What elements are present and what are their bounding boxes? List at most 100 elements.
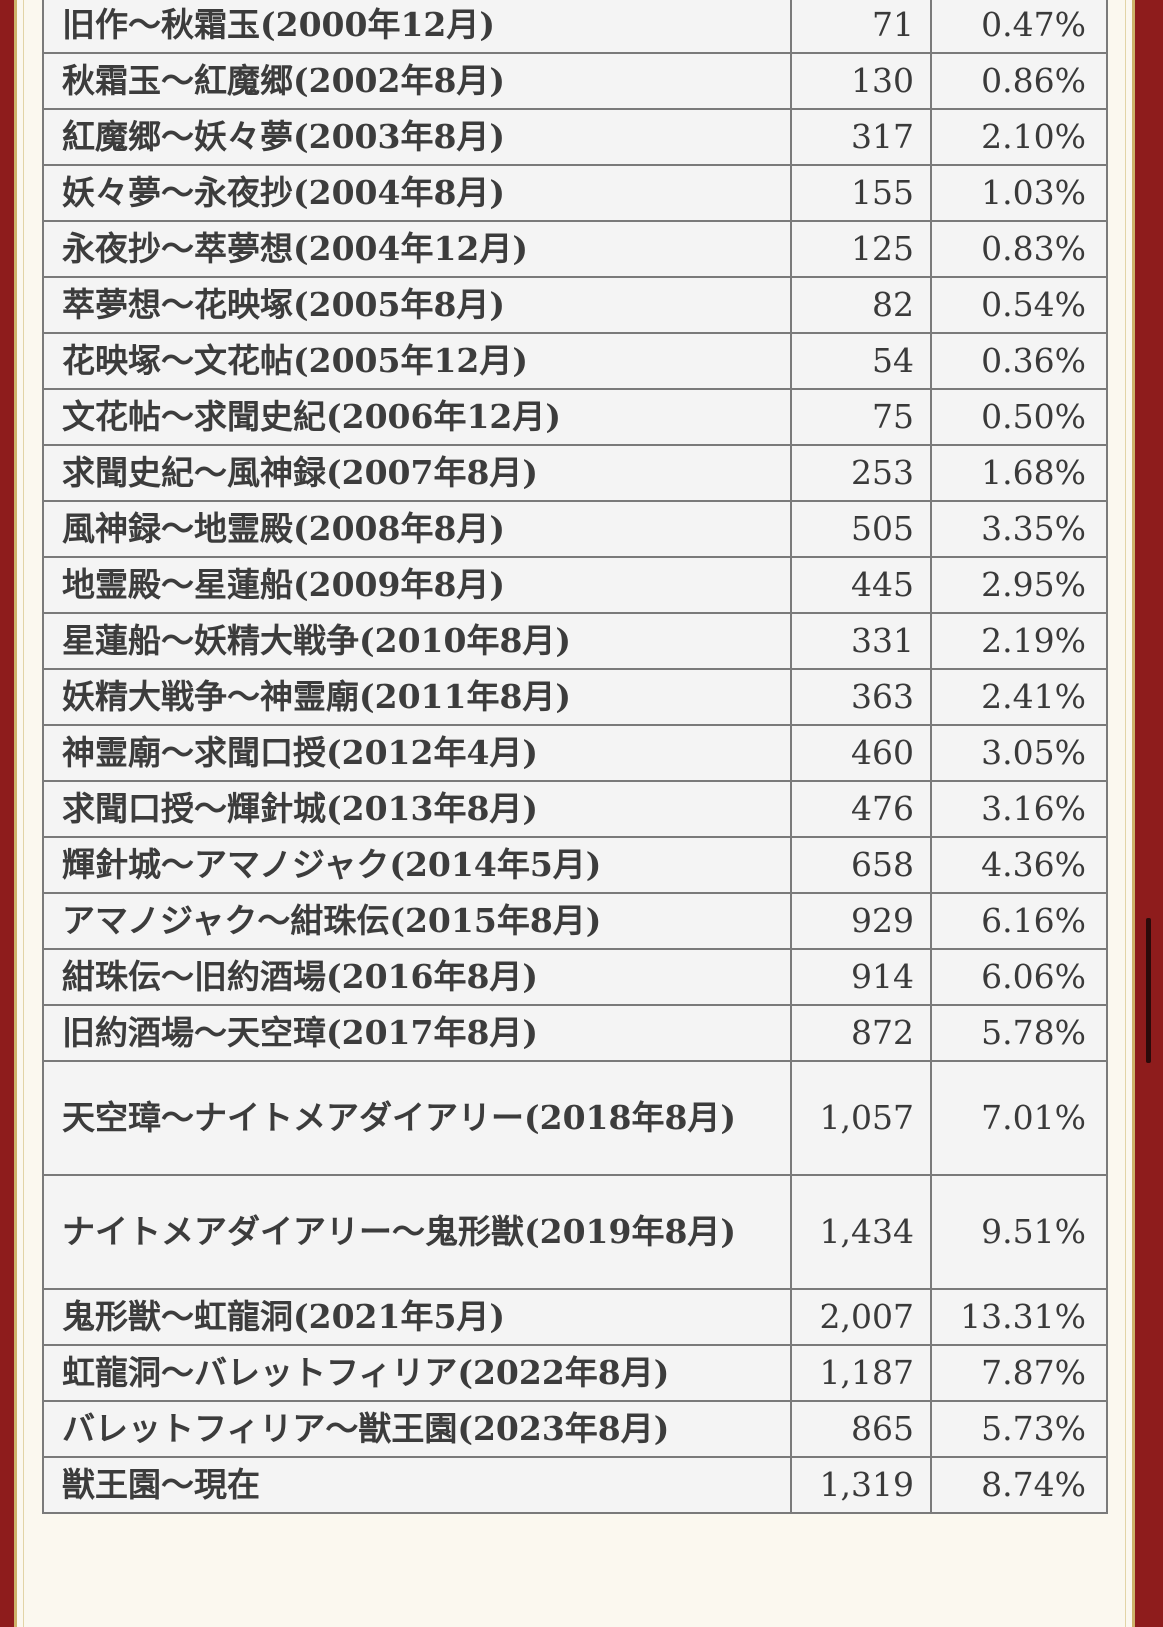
share-cell: 0.83% [930,220,1108,278]
count-cell: 658 [790,836,932,894]
table-row: アマノジャク〜紺珠伝(2015年8月) 929 6.16% [42,892,1108,950]
count-cell: 914 [790,948,932,1006]
count-cell: 331 [790,612,932,670]
period-cell: 旧約酒場〜天空璋(2017年8月) [42,1004,792,1062]
share-cell: 4.36% [930,836,1108,894]
table-row: 妖々夢〜永夜抄(2004年8月) 155 1.03% [42,164,1108,222]
table-row: 神霊廟〜求聞口授(2012年4月) 460 3.05% [42,724,1108,782]
count-cell: 1,057 [790,1060,932,1176]
count-cell: 125 [790,220,932,278]
period-cell: 地霊殿〜星蓮船(2009年8月) [42,556,792,614]
count-cell: 505 [790,500,932,558]
share-cell: 0.54% [930,276,1108,334]
table-row: 萃夢想〜花映塚(2005年8月) 82 0.54% [42,276,1108,334]
share-cell: 5.73% [930,1400,1108,1458]
share-cell: 1.68% [930,444,1108,502]
share-cell: 1.03% [930,164,1108,222]
table-row: バレットフィリア〜獣王園(2023年8月) 865 5.73% [42,1400,1108,1458]
period-cell: 輝針城〜アマノジャク(2014年5月) [42,836,792,894]
period-cell: 求聞口授〜輝針城(2013年8月) [42,780,792,838]
table-row: 地霊殿〜星蓮船(2009年8月) 445 2.95% [42,556,1108,614]
period-cell: 紅魔郷〜妖々夢(2003年8月) [42,108,792,166]
count-cell: 2,007 [790,1288,932,1346]
count-cell: 75 [790,388,932,446]
count-cell: 1,434 [790,1174,932,1290]
table-row: 天空璋〜ナイトメアダイアリー(2018年8月) 1,057 7.01% [42,1060,1108,1176]
period-cell: 秋霜玉〜紅魔郷(2002年8月) [42,52,792,110]
share-cell: 2.41% [930,668,1108,726]
count-cell: 929 [790,892,932,950]
period-cell: 獣王園〜現在 [42,1456,792,1514]
count-cell: 363 [790,668,932,726]
count-cell: 82 [790,276,932,334]
scrollbar-thumb[interactable] [1146,918,1151,1063]
table-row: 永夜抄〜萃夢想(2004年12月) 125 0.83% [42,220,1108,278]
period-cell: 妖精大戦争〜神霊廟(2011年8月) [42,668,792,726]
share-cell: 6.16% [930,892,1108,950]
share-cell: 13.31% [930,1288,1108,1346]
table-row: 旧作〜秋霜玉(2000年12月) 71 0.47% [42,0,1108,54]
table-row: 紅魔郷〜妖々夢(2003年8月) 317 2.10% [42,108,1108,166]
count-cell: 872 [790,1004,932,1062]
share-cell: 8.74% [930,1456,1108,1514]
table-row: 旧約酒場〜天空璋(2017年8月) 872 5.78% [42,1004,1108,1062]
period-cell: バレットフィリア〜獣王園(2023年8月) [42,1400,792,1458]
table-row: 妖精大戦争〜神霊廟(2011年8月) 363 2.41% [42,668,1108,726]
share-cell: 2.19% [930,612,1108,670]
table-row: 求聞口授〜輝針城(2013年8月) 476 3.16% [42,780,1108,838]
share-cell: 7.01% [930,1060,1108,1176]
table-row: 秋霜玉〜紅魔郷(2002年8月) 130 0.86% [42,52,1108,110]
count-cell: 155 [790,164,932,222]
share-cell: 2.95% [930,556,1108,614]
table-row: 紺珠伝〜旧約酒場(2016年8月) 914 6.06% [42,948,1108,1006]
period-cell: 風神録〜地霊殿(2008年8月) [42,500,792,558]
period-cell: ナイトメアダイアリー〜鬼形獣(2019年8月) [42,1174,792,1290]
count-cell: 476 [790,780,932,838]
table-row: 虹龍洞〜バレットフィリア(2022年8月) 1,187 7.87% [42,1344,1108,1402]
table-row: ナイトメアダイアリー〜鬼形獣(2019年8月) 1,434 9.51% [42,1174,1108,1290]
period-cell: 花映塚〜文花帖(2005年12月) [42,332,792,390]
period-cell: アマノジャク〜紺珠伝(2015年8月) [42,892,792,950]
table-row: 文花帖〜求聞史紀(2006年12月) 75 0.50% [42,388,1108,446]
table-row: 星蓮船〜妖精大戦争(2010年8月) 331 2.19% [42,612,1108,670]
share-cell: 2.10% [930,108,1108,166]
share-cell: 3.35% [930,500,1108,558]
share-cell: 0.47% [930,0,1108,54]
period-cell: 文花帖〜求聞史紀(2006年12月) [42,388,792,446]
period-cell: 神霊廟〜求聞口授(2012年4月) [42,724,792,782]
count-cell: 1,319 [790,1456,932,1514]
period-cell: 妖々夢〜永夜抄(2004年8月) [42,164,792,222]
period-cell: 虹龍洞〜バレットフィリア(2022年8月) [42,1344,792,1402]
share-cell: 3.16% [930,780,1108,838]
period-cell: 天空璋〜ナイトメアダイアリー(2018年8月) [42,1060,792,1176]
period-cell: 紺珠伝〜旧約酒場(2016年8月) [42,948,792,1006]
share-cell: 6.06% [930,948,1108,1006]
count-cell: 460 [790,724,932,782]
count-cell: 71 [790,0,932,54]
share-cell: 7.87% [930,1344,1108,1402]
count-cell: 317 [790,108,932,166]
table-row: 獣王園〜現在 1,319 8.74% [42,1456,1108,1514]
share-cell: 5.78% [930,1004,1108,1062]
period-cell: 星蓮船〜妖精大戦争(2010年8月) [42,612,792,670]
period-cell: 永夜抄〜萃夢想(2004年12月) [42,220,792,278]
period-cell: 求聞史紀〜風神録(2007年8月) [42,444,792,502]
stats-table: 旧作〜秋霜玉(2000年12月) 71 0.47% 秋霜玉〜紅魔郷(2002年8… [42,0,1108,1514]
count-cell: 865 [790,1400,932,1458]
share-cell: 3.05% [930,724,1108,782]
period-cell: 鬼形獣〜虹龍洞(2021年5月) [42,1288,792,1346]
table-row: 花映塚〜文花帖(2005年12月) 54 0.36% [42,332,1108,390]
table-row: 風神録〜地霊殿(2008年8月) 505 3.35% [42,500,1108,558]
period-cell: 旧作〜秋霜玉(2000年12月) [42,0,792,54]
share-cell: 9.51% [930,1174,1108,1290]
count-cell: 130 [790,52,932,110]
share-cell: 0.50% [930,388,1108,446]
count-cell: 253 [790,444,932,502]
share-cell: 0.36% [930,332,1108,390]
table-row: 輝針城〜アマノジャク(2014年5月) 658 4.36% [42,836,1108,894]
count-cell: 445 [790,556,932,614]
table-row: 鬼形獣〜虹龍洞(2021年5月) 2,007 13.31% [42,1288,1108,1346]
table-row: 求聞史紀〜風神録(2007年8月) 253 1.68% [42,444,1108,502]
count-cell: 54 [790,332,932,390]
share-cell: 0.86% [930,52,1108,110]
